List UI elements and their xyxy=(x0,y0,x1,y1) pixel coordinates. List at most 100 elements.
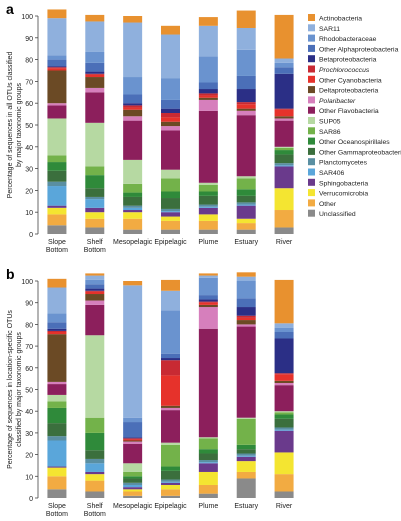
legend-swatch xyxy=(308,147,315,155)
panel-a-category-label: Bottom xyxy=(84,247,106,254)
panel-a-bar-segment xyxy=(198,207,218,215)
legend-swatch xyxy=(308,137,315,145)
panel-a-bar-segment xyxy=(161,229,180,234)
legend-swatch xyxy=(308,168,315,176)
legend-label: Unclassified xyxy=(319,211,356,218)
panel-a-bar-segment xyxy=(85,212,105,219)
legend-swatch xyxy=(308,178,315,186)
panel-a-bar-segment xyxy=(85,196,105,200)
panel-a-bar-segment xyxy=(198,204,218,207)
panel-a-bar-segment xyxy=(274,146,294,148)
panel-b-y-tick-label: 50 xyxy=(25,388,33,395)
panel-a-bar-segment xyxy=(236,110,256,116)
panel-a-bar-segment xyxy=(236,49,256,76)
panel-a-bar-segment xyxy=(274,227,294,234)
legend-swatch xyxy=(308,96,315,104)
panel-a-bar-segment xyxy=(85,87,105,93)
panel-b-bar-segment xyxy=(161,489,180,496)
panel-b-bar-segment xyxy=(198,301,218,303)
panel-b-bar-segment xyxy=(85,284,105,289)
panel-b-bar-segment xyxy=(161,353,180,359)
panel-b-bar-segment xyxy=(85,279,105,285)
panel-b-bar-segment xyxy=(123,495,143,498)
legend-label: SAR406 xyxy=(319,170,345,177)
panel-a-bar-segment xyxy=(47,105,67,119)
panel-b-bar-segment xyxy=(236,272,256,277)
panel-b-y-tick-label: 80 xyxy=(25,322,33,329)
panel-b-bar-segment xyxy=(123,491,143,496)
panel-a-bar-segment xyxy=(236,229,256,234)
panel-a-y-tick-label: 0 xyxy=(29,232,33,239)
panel-b-y-tick-label: 70 xyxy=(25,344,33,351)
panel-b-bar-segment xyxy=(123,441,143,444)
panel-a-bar-segment xyxy=(85,227,105,234)
panel-a-bar-segment xyxy=(236,104,256,109)
panel-a-bar-segment xyxy=(85,175,105,189)
panel-a-bar-segment xyxy=(47,162,67,171)
panel-a-bar-segment xyxy=(161,117,180,122)
panel-b-bar-segment xyxy=(161,495,180,498)
panel-a-bar-segment xyxy=(123,94,143,104)
panel-a-category-label: Bottom xyxy=(46,247,68,254)
panel-a-bar-segment xyxy=(123,218,143,230)
panel-b-bar-segment xyxy=(236,461,256,472)
panel-a-bar-segment xyxy=(47,118,67,156)
panel-b-category-label: Bottom xyxy=(84,511,106,518)
panel-b-bar-segment xyxy=(236,453,256,456)
panel-b-y-tick-label: 20 xyxy=(25,453,33,460)
panel-b-bar-segment xyxy=(236,281,256,299)
panel-b-bar-segment xyxy=(47,401,67,408)
panel-b-bar-segment xyxy=(198,463,218,472)
panel-b-bar-segment xyxy=(236,307,256,316)
legend-swatch xyxy=(308,75,315,83)
panel-a-bar-segment xyxy=(123,109,143,117)
panel-b-bar-segment xyxy=(85,471,105,475)
panel-b-bar-segment xyxy=(85,300,105,305)
panel-b-bar-segment xyxy=(198,302,218,305)
panel-a-bar-segment xyxy=(161,169,180,179)
panel-a-label: a xyxy=(6,1,14,17)
panel-a-y-tick-label: 60 xyxy=(25,101,33,108)
panel-a-bar-segment xyxy=(236,115,256,177)
legend-label: Prochlorococcus xyxy=(319,67,370,74)
panel-a-bar-segment xyxy=(274,188,294,211)
panel-b-bar-segment xyxy=(274,374,294,381)
panel-a-bar-segment xyxy=(85,14,105,22)
panel-a-bar-segment xyxy=(85,51,105,63)
panel-a-bar-segment xyxy=(198,195,218,205)
legend-swatch xyxy=(308,158,315,166)
legend-swatch xyxy=(308,189,315,197)
legend-label: Other Cyanobacteria xyxy=(319,77,382,84)
panel-b-chart: 0 10 20 30 40 50 60 70 80 90 100 Percentage of sequ… xyxy=(7,272,294,518)
panel-b-bar-segment xyxy=(274,474,294,492)
panel-a-category-label: Plume xyxy=(198,239,218,246)
panel-b-bar-segment xyxy=(85,335,105,418)
panel-a-category-label: Mesopelagic xyxy=(113,239,153,246)
panel-a-bar-segment xyxy=(198,97,218,100)
panel-a-y-tick-label: 100 xyxy=(21,14,33,21)
panel-b-bar-segment xyxy=(236,455,256,457)
panel-b-bar-segment xyxy=(236,324,256,327)
panel-a-bar-segment xyxy=(47,68,67,71)
panel-a-bar-segment xyxy=(123,205,143,208)
panel-b-bar-segment xyxy=(123,484,143,488)
panel-a-y-tick-label: 70 xyxy=(25,79,33,86)
panel-a-bar-segment xyxy=(161,216,180,221)
panel-a-bar-segment xyxy=(47,186,67,206)
panel-a-y-tick-label: 30 xyxy=(25,167,33,174)
panel-a-bar-segment xyxy=(161,78,180,100)
legend-label: SAR11 xyxy=(319,26,340,33)
legend-label: Betaproteobacteria xyxy=(319,57,377,64)
panel-a-bar-segment xyxy=(274,118,294,121)
panel-b-bar-segment xyxy=(274,452,294,475)
panel-a-bar-segment xyxy=(123,22,143,78)
panel-a-bar-segment xyxy=(47,55,67,60)
panel-b-category-label: Mesopelagic xyxy=(113,503,153,510)
panel-b-bar-segment xyxy=(161,410,180,443)
panel-a-bar-segment xyxy=(236,102,256,105)
legend-swatch xyxy=(308,209,315,217)
panel-a-bar-segment xyxy=(85,188,105,197)
panel-a-bar-segment xyxy=(198,25,218,57)
panel-b-bar-segment xyxy=(161,375,180,406)
panel-a-bar-segment xyxy=(274,58,294,63)
